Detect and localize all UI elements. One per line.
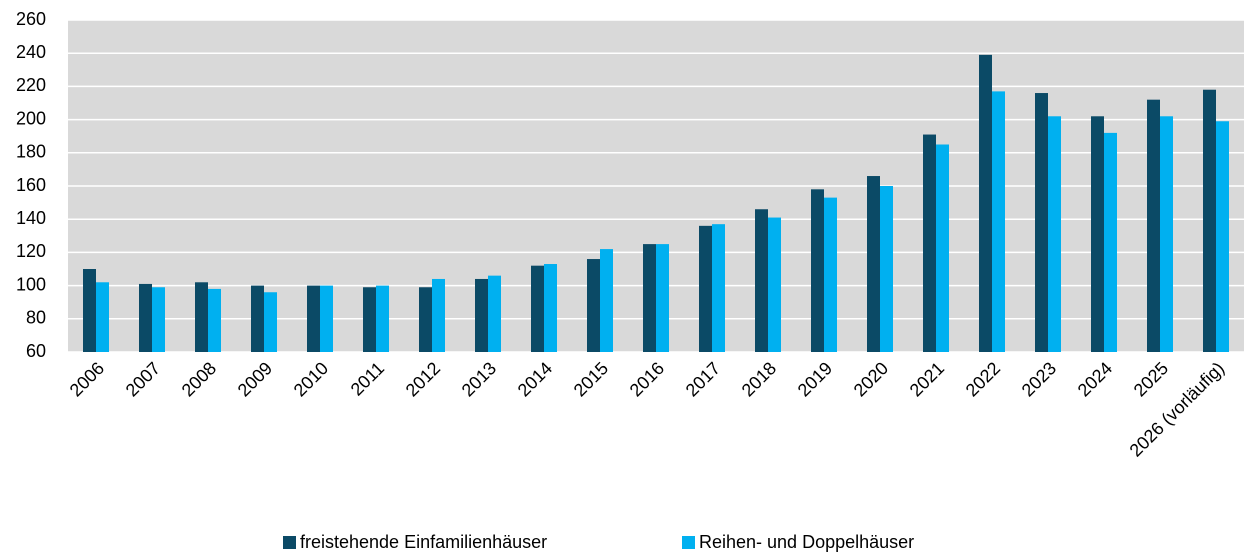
bar xyxy=(83,269,96,352)
x-tick-label: 2018 xyxy=(738,358,780,400)
x-tick-label: 2013 xyxy=(458,358,500,400)
x-tick-label: 2026 (vorläufig) xyxy=(1126,358,1229,461)
bar xyxy=(1216,121,1229,352)
bar xyxy=(531,265,544,352)
x-tick-label: 2010 xyxy=(290,358,332,400)
bar xyxy=(1091,116,1104,352)
bar xyxy=(1147,99,1160,353)
y-tick-label: 140 xyxy=(16,208,46,228)
x-tick-label: 2022 xyxy=(962,358,1004,400)
bar xyxy=(768,217,781,352)
x-tick-label: 2020 xyxy=(850,358,892,400)
x-tick-label: 2025 xyxy=(1130,358,1172,400)
bar xyxy=(979,54,992,353)
bar xyxy=(195,282,208,352)
bar xyxy=(1104,132,1117,352)
bar xyxy=(208,288,221,352)
bar xyxy=(307,285,320,352)
x-tick-label: 2009 xyxy=(234,358,276,400)
bar xyxy=(755,209,768,352)
x-tick-label: 2024 xyxy=(1074,358,1116,400)
legend-swatch xyxy=(682,536,695,549)
x-tick-label: 2021 xyxy=(906,358,948,400)
y-tick-label: 160 xyxy=(16,175,46,195)
bar xyxy=(96,282,109,352)
bar xyxy=(432,278,445,352)
bar xyxy=(1203,89,1216,352)
bar xyxy=(152,287,165,352)
x-tick-label: 2011 xyxy=(347,358,389,400)
bar xyxy=(544,264,557,352)
bar xyxy=(1048,116,1061,352)
y-tick-label: 220 xyxy=(16,75,46,95)
bar xyxy=(139,283,152,352)
y-tick-label: 240 xyxy=(16,42,46,62)
x-tick-label: 2016 xyxy=(626,358,668,400)
bar xyxy=(251,285,264,352)
legend-swatch xyxy=(283,536,296,549)
bar xyxy=(936,144,949,352)
y-tick-label: 60 xyxy=(26,341,46,361)
bar xyxy=(712,224,725,352)
bar xyxy=(923,134,936,352)
bar xyxy=(880,186,893,352)
bar xyxy=(699,225,712,352)
bar xyxy=(656,244,669,352)
bar xyxy=(363,287,376,352)
bar xyxy=(811,189,824,352)
x-tick-label: 2015 xyxy=(570,358,612,400)
x-tick-label: 2012 xyxy=(402,358,444,400)
x-tick-label: 2023 xyxy=(1018,358,1060,400)
y-tick-label: 260 xyxy=(16,9,46,29)
bar xyxy=(376,285,389,352)
bar xyxy=(587,259,600,352)
bar xyxy=(488,275,501,352)
x-tick-label: 2007 xyxy=(122,358,164,400)
x-tick-label: 2019 xyxy=(794,358,836,400)
y-tick-label: 80 xyxy=(26,308,46,328)
bar xyxy=(1160,116,1173,352)
y-tick-label: 180 xyxy=(16,142,46,162)
x-tick-label: 2006 xyxy=(66,358,108,400)
x-tick-label: 2008 xyxy=(178,358,220,400)
bar xyxy=(1035,93,1048,352)
y-tick-label: 200 xyxy=(16,108,46,128)
x-tick-label: 2017 xyxy=(682,358,724,400)
bar xyxy=(600,249,613,352)
bar xyxy=(867,176,880,352)
legend-label: freistehende Einfamilienhäuser xyxy=(300,532,547,552)
x-tick-label: 2014 xyxy=(514,358,556,400)
y-tick-label: 120 xyxy=(16,241,46,261)
y-tick-label: 100 xyxy=(16,274,46,294)
bar xyxy=(264,292,277,352)
bar xyxy=(643,244,656,352)
bar xyxy=(320,285,333,352)
legend-label: Reihen- und Doppelhäuser xyxy=(699,532,914,552)
bar xyxy=(824,197,837,352)
bar xyxy=(992,91,1005,352)
bar xyxy=(475,278,488,352)
bar xyxy=(419,287,432,352)
